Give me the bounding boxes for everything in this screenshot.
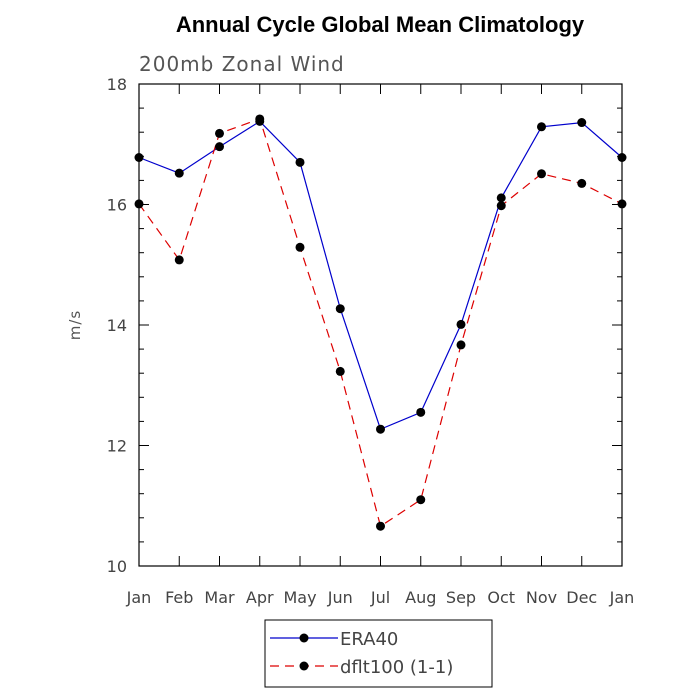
data-point-era40 <box>537 122 546 132</box>
axes: 10 12 14 16 18 Jan Feb Mar Apr May Jun Jul Aug Sep Oct… <box>107 75 635 607</box>
legend-marker-dflt100 <box>299 661 309 671</box>
legend-marker-era40 <box>299 633 309 643</box>
x-tick-label: Jan <box>126 588 152 607</box>
data-point-dflt100 <box>537 169 546 179</box>
data-point-era40 <box>335 304 345 314</box>
x-tick-label: Apr <box>246 588 274 607</box>
data-point-era40 <box>134 153 144 163</box>
x-tick-label: Aug <box>405 588 436 607</box>
data-point-dflt100 <box>376 521 385 531</box>
data-point-era40 <box>416 407 426 417</box>
x-tick-label: Jun <box>327 588 353 607</box>
data-point-era40 <box>295 157 305 167</box>
series-line-dflt100 <box>138 118 623 528</box>
series-line-era40 <box>138 120 623 431</box>
data-point-dflt100 <box>255 114 265 124</box>
data-point-dflt100 <box>174 255 184 265</box>
chart-subtitle: 200mb Zonal Wind <box>139 52 345 76</box>
data-point-era40 <box>496 193 506 203</box>
legend-label-era40: ERA40 <box>340 629 398 650</box>
data-point-dflt100 <box>335 366 345 376</box>
data-point-dflt100 <box>215 128 224 138</box>
legend: ERA40 dflt100 (1-1) <box>264 619 493 688</box>
legend-label-dflt100: dflt100 (1-1) <box>340 657 453 678</box>
y-tick-label: 12 <box>107 437 127 456</box>
x-tick-label: Sep <box>446 588 476 607</box>
data-point-era40 <box>376 424 385 434</box>
y-tick-label: 10 <box>107 557 127 576</box>
y-tick-label: 18 <box>107 75 127 94</box>
x-tick-label: Feb <box>165 588 193 607</box>
x-tick-label: May <box>283 588 316 607</box>
x-tick-label: Mar <box>204 588 235 607</box>
legend-box <box>264 619 493 688</box>
data-point-dflt100 <box>134 199 144 209</box>
data-point-dflt100 <box>577 178 587 188</box>
data-point-dflt100 <box>295 242 305 252</box>
y-tick-label: 14 <box>107 316 127 335</box>
y-axis-label: m/s <box>66 310 84 340</box>
x-tick-label: Dec <box>566 588 597 607</box>
data-point-era40 <box>174 168 184 178</box>
chart-title: Annual Cycle Global Mean Climatology <box>176 12 585 37</box>
data-point-dflt100 <box>456 340 466 350</box>
x-tick-label: Oct <box>487 588 515 607</box>
data-point-era40 <box>456 319 466 329</box>
data-point-era40 <box>617 153 627 163</box>
data-point-dflt100 <box>496 201 506 211</box>
data-point-era40 <box>215 142 224 152</box>
data-point-dflt100 <box>416 495 426 505</box>
x-tick-label: Nov <box>526 588 557 607</box>
data-point-era40 <box>577 118 587 128</box>
data-point-dflt100 <box>617 199 627 209</box>
x-tick-label: Jan <box>609 588 635 607</box>
plot-frame <box>138 83 623 567</box>
x-tick-label: Jul <box>370 588 390 607</box>
y-tick-label: 16 <box>107 196 127 215</box>
series-group <box>134 114 627 531</box>
